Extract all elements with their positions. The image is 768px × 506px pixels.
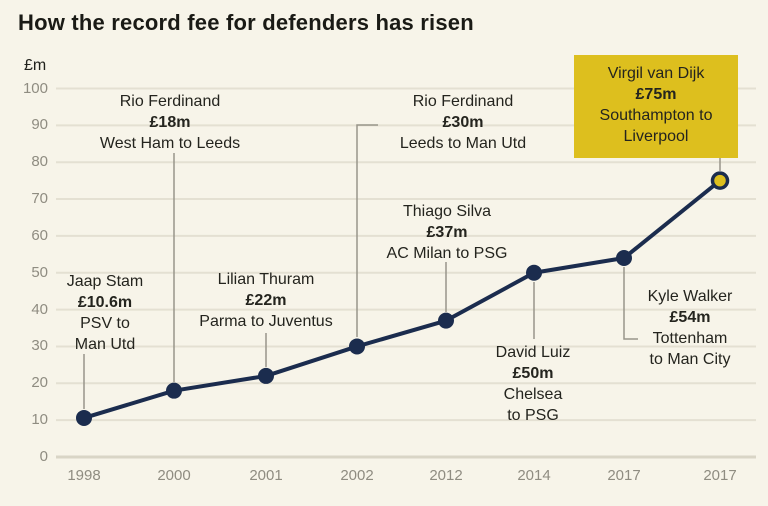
annotation-label: David Luiz £50m Chelsea to PSG (473, 342, 593, 426)
annotation-transfer: to PSG (507, 407, 559, 424)
annotation-player-name: Jaap Stam (66, 273, 144, 290)
y-tick-label: 20 (31, 374, 48, 392)
annotation-player-name: Virgil van Dijk (607, 65, 705, 82)
data-point-2000 (166, 382, 182, 399)
chart-title: How the record fee for defenders has ris… (18, 10, 474, 35)
annotation-label: Jaap Stam £10.6m PSV to Man Utd (45, 271, 165, 355)
y-tick-label: 40 (31, 300, 48, 318)
x-tick-label: 2017 (607, 467, 641, 484)
x-tick-label: 2000 (157, 467, 191, 484)
annotation-label: Rio Ferdinand £30m Leeds to Man Utd (383, 91, 543, 154)
annotation-fee: £50m (512, 365, 554, 382)
data-point-2001 (258, 367, 274, 384)
x-tick-label: 2012 (429, 467, 463, 484)
annotation-transfer: Man Utd (74, 336, 136, 353)
annotation-player-name: Rio Ferdinand (119, 93, 221, 110)
annotation-fee: £54m (669, 309, 711, 326)
y-tick-label: 50 (31, 263, 48, 281)
x-tick-label: 2017 (703, 467, 737, 484)
annotation-transfer: Tottenham (652, 330, 728, 347)
data-point-2014 (526, 264, 542, 281)
y-tick-label: 0 (39, 448, 48, 465)
y-tick-label: 90 (31, 116, 48, 134)
y-tick-label: 100 (22, 79, 48, 97)
y-axis-unit-label: £m (24, 57, 47, 74)
x-tick-label: 2014 (517, 467, 551, 484)
data-point-1998 (76, 409, 92, 426)
x-tick-label: 2002 (340, 467, 374, 484)
annotation-fee: £10.6m (77, 294, 133, 311)
annotation-fee: £30m (442, 114, 484, 131)
annotation-label: Lilian Thuram £22m Parma to Juventus (186, 269, 346, 332)
annotation-fee: £18m (149, 114, 191, 131)
x-tick-label: 1998 (67, 467, 101, 484)
annotation-transfer: Liverpool (623, 128, 689, 145)
annotation-player-name: Rio Ferdinand (412, 93, 514, 110)
y-tick-label: 10 (31, 411, 48, 429)
data-line (83, 179, 722, 420)
data-point-2002 (349, 338, 365, 355)
annotation-player-name: David Luiz (495, 344, 571, 361)
annotation-player-name: Thiago Silva (402, 203, 492, 220)
annotation-transfer: Leeds to Man Utd (399, 135, 527, 152)
leader-line (356, 124, 378, 337)
annotation-transfer: West Ham to Leeds (99, 135, 241, 152)
leader-line (623, 267, 638, 340)
annotation-label: Kyle Walker £54m Tottenham to Man City (625, 286, 755, 370)
annotation-transfer: Chelsea (503, 386, 563, 403)
annotation-fee: £75m (635, 86, 677, 103)
annotation-player-name: Kyle Walker (647, 288, 733, 305)
annotation-fee: £22m (245, 292, 287, 309)
annotation-transfer: to Man City (649, 351, 731, 368)
annotation-transfer: PSV to (80, 315, 130, 332)
annotation-transfer: Southampton to (599, 107, 713, 124)
y-tick-label: 70 (31, 190, 48, 208)
annotation-fee: £37m (426, 224, 468, 241)
data-point-2017 (616, 250, 632, 267)
x-tick-label: 2001 (249, 467, 283, 484)
annotation-player-name: Lilian Thuram (217, 271, 315, 288)
y-tick-label: 60 (31, 226, 48, 244)
annotation-label: Rio Ferdinand £18m West Ham to Leeds (90, 91, 250, 154)
y-tick-label: 80 (31, 153, 48, 171)
annotation-transfer: AC Milan to PSG (386, 245, 508, 262)
annotation-transfer: Parma to Juventus (199, 313, 333, 330)
data-point-2017 (710, 171, 730, 190)
annotation-label: Thiago Silva £37m AC Milan to PSG (367, 201, 527, 264)
annotation-highlight-box: Virgil van Dijk £75m Southampton to Liverpo… (574, 55, 738, 158)
data-point-2012 (438, 312, 454, 329)
y-tick-label: 30 (31, 337, 48, 355)
